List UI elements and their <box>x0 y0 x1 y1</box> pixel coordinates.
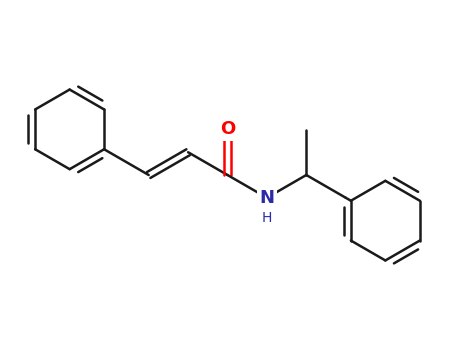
Text: H: H <box>262 211 272 225</box>
Text: N: N <box>259 189 274 207</box>
Text: O: O <box>220 120 235 139</box>
